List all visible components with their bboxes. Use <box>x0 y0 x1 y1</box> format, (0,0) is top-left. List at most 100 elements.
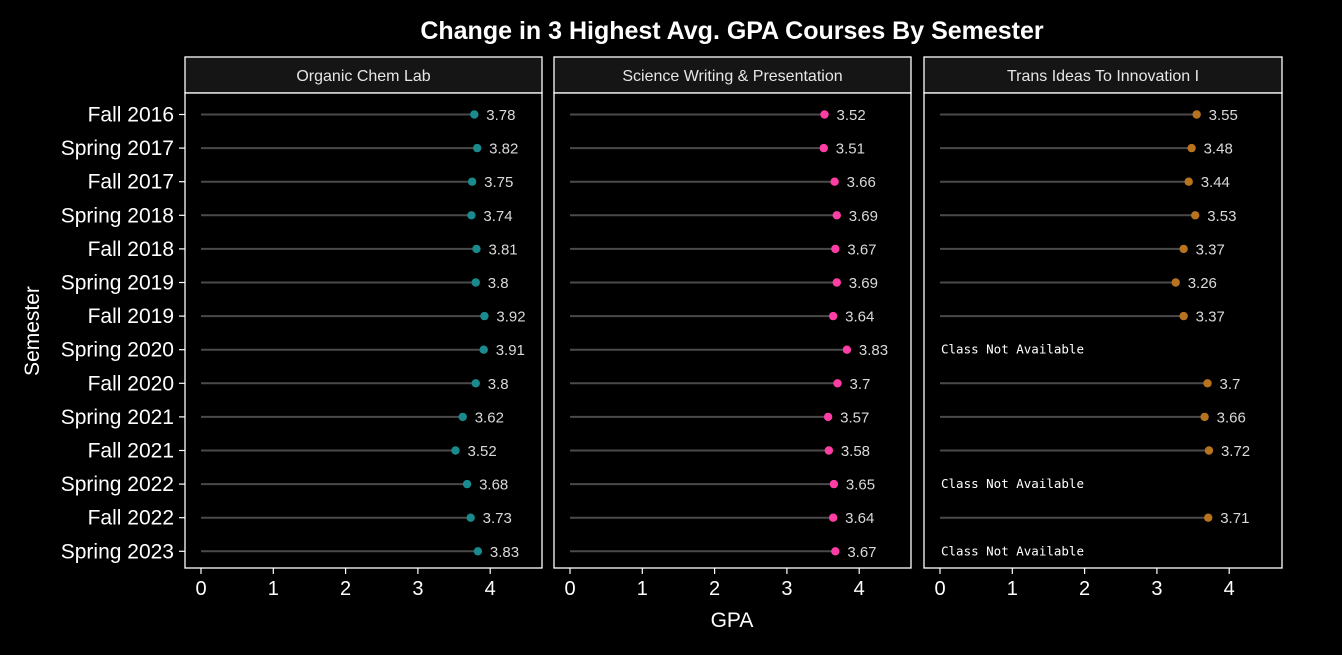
data-point <box>1179 311 1188 321</box>
data-label: 3.66 <box>1217 409 1246 426</box>
data-point <box>833 379 842 388</box>
data-point <box>1203 379 1212 388</box>
x-tick-label: 4 <box>485 578 496 600</box>
data-point <box>1191 211 1200 220</box>
missing-data-label: Class Not Available <box>941 476 1084 491</box>
data-label: 3.67 <box>847 544 876 561</box>
data-label: 3.7 <box>1220 376 1241 393</box>
x-tick-label: 1 <box>268 578 279 600</box>
x-tick-label: 2 <box>709 578 720 600</box>
data-label: 3.69 <box>849 208 878 225</box>
missing-data-label: Class Not Available <box>941 543 1084 558</box>
data-label: 3.44 <box>1201 174 1230 191</box>
y-axis-title: Semester <box>21 286 44 376</box>
missing-data-label: Class Not Available <box>941 342 1084 357</box>
data-point <box>470 110 479 119</box>
data-label: 3.82 <box>489 141 518 158</box>
data-point <box>462 479 472 489</box>
x-tick-label: 4 <box>1224 578 1235 600</box>
data-label: 3.71 <box>1220 510 1249 527</box>
data-label: 3.8 <box>488 376 509 393</box>
data-label: 3.52 <box>836 107 865 124</box>
data-point <box>472 143 482 153</box>
data-point <box>466 513 475 522</box>
data-point <box>458 412 467 422</box>
data-point <box>1204 513 1213 522</box>
y-tick-label: Spring 2021 <box>61 406 174 429</box>
data-label: 3.74 <box>483 208 512 225</box>
facet-panel <box>184 92 543 569</box>
x-tick-label: 3 <box>781 578 792 600</box>
data-label: 3.66 <box>847 174 876 191</box>
x-tick-label: 3 <box>1151 578 1162 600</box>
y-tick-label: Spring 2023 <box>61 540 174 563</box>
data-point <box>1200 412 1209 422</box>
data-label: 3.72 <box>1221 443 1250 460</box>
data-label: 3.58 <box>841 443 870 460</box>
data-label: 3.53 <box>1207 208 1236 225</box>
data-label: 3.78 <box>486 107 515 124</box>
data-point <box>828 311 838 321</box>
facet-panel <box>553 92 912 569</box>
data-point <box>830 177 839 186</box>
data-label: 3.7 <box>850 376 871 393</box>
data-label: 3.75 <box>484 174 513 191</box>
x-tick-label: 0 <box>934 578 945 600</box>
y-tick-label: Spring 2022 <box>61 473 174 496</box>
data-label: 3.48 <box>1204 141 1233 158</box>
data-label: 3.83 <box>490 544 519 561</box>
y-tick-label: Fall 2017 <box>88 171 174 194</box>
data-label: 3.91 <box>496 342 525 359</box>
facet-panel <box>923 92 1283 569</box>
plot-layer: Fall 2016 Spring 2017 Fall 2017 Spring 2018… <box>61 56 1283 600</box>
x-tick-label: 0 <box>564 578 575 600</box>
data-label: 3.51 <box>836 141 865 158</box>
y-tick-label: Fall 2019 <box>88 305 174 328</box>
x-tick-label: 1 <box>1007 578 1018 600</box>
y-tick-label: Fall 2016 <box>88 104 174 127</box>
data-label: 3.64 <box>845 510 874 527</box>
data-label: 3.73 <box>483 510 512 527</box>
data-label: 3.65 <box>846 477 875 494</box>
data-point <box>467 211 476 220</box>
data-label: 3.57 <box>840 409 869 426</box>
y-tick-label: Spring 2019 <box>61 272 174 295</box>
y-tick-label: Spring 2017 <box>61 137 174 160</box>
data-point <box>473 547 483 556</box>
x-tick-label: 3 <box>412 578 423 600</box>
x-axis-title: GPA <box>711 609 754 632</box>
data-label: 3.8 <box>488 275 509 292</box>
data-point <box>831 547 840 556</box>
facet-strip-label: Science Writing & Presentation <box>622 68 842 85</box>
data-label: 3.55 <box>1209 107 1238 124</box>
y-tick-label: Fall 2018 <box>88 238 174 261</box>
data-point <box>479 345 488 354</box>
data-point <box>480 311 489 321</box>
data-point <box>819 143 828 153</box>
data-point <box>820 110 829 119</box>
data-point <box>823 412 833 422</box>
data-point <box>828 513 838 522</box>
data-label: 3.52 <box>467 443 496 460</box>
data-label: 3.62 <box>475 409 504 426</box>
x-tick-label: 1 <box>637 578 648 600</box>
data-point <box>832 211 841 220</box>
y-tick-label: Fall 2022 <box>88 507 174 530</box>
data-label: 3.68 <box>479 477 508 494</box>
data-point <box>472 244 481 254</box>
data-point <box>1171 278 1180 287</box>
data-point <box>842 345 852 354</box>
y-tick-label: Fall 2020 <box>88 372 174 395</box>
x-tick-label: 0 <box>195 578 206 600</box>
data-point <box>1204 446 1214 455</box>
facet-strip-label: Trans Ideas To Innovation I <box>1007 68 1199 85</box>
data-point <box>829 479 839 489</box>
data-point <box>1179 244 1188 254</box>
data-point <box>831 244 840 254</box>
chart-title: Change in 3 Highest Avg. GPA Courses By … <box>420 17 1044 45</box>
y-tick-label: Spring 2018 <box>61 204 174 227</box>
data-label: 3.37 <box>1196 241 1225 258</box>
data-point <box>467 177 477 186</box>
